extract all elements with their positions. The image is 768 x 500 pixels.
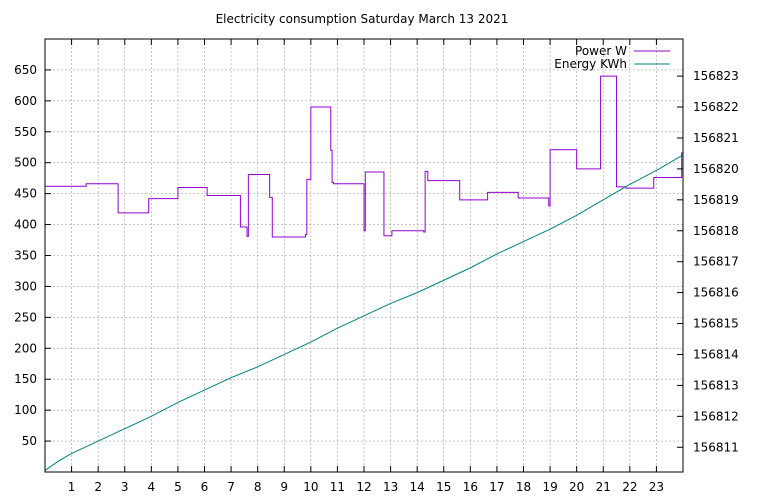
x-tick-label: 16: [463, 480, 478, 494]
x-tick-label: 18: [516, 480, 531, 494]
y2-tick-label: 156817: [693, 255, 739, 269]
y2-tick-label: 156822: [693, 100, 739, 114]
x-tick-label: 19: [542, 480, 557, 494]
y-tick-label: 600: [14, 94, 37, 108]
y-tick-label: 350: [14, 249, 37, 263]
x-tick-label: 12: [356, 480, 371, 494]
x-tick-label: 15: [436, 480, 451, 494]
x-tick-label: 8: [254, 480, 262, 494]
y2-tick-label: 156823: [693, 69, 739, 83]
x-tick-label: 5: [174, 480, 182, 494]
x-tick-label: 4: [148, 480, 156, 494]
y2-tick-label: 156819: [693, 193, 739, 207]
y2-tick-label: 156814: [693, 347, 739, 361]
y-tick-label: 500: [14, 156, 37, 170]
y2-tick-label: 156811: [693, 440, 739, 454]
y2-tick-label: 156815: [693, 317, 739, 331]
x-tick-label: 1: [68, 480, 76, 494]
x-tick-label: 10: [303, 480, 318, 494]
series-layer: [44, 75, 684, 471]
x-tick-label: 23: [649, 480, 664, 494]
x-tick-label: 9: [280, 480, 288, 494]
x-tick-label: 3: [121, 480, 129, 494]
legend-label-power: Power W: [575, 44, 627, 58]
power-series-line: [45, 75, 683, 238]
y2-tick-label: 156813: [693, 378, 739, 392]
x-tick-label: 14: [410, 480, 425, 494]
y-tick-label: 200: [14, 341, 37, 355]
y-tick-label: 400: [14, 218, 37, 232]
energy-series-line: [44, 154, 684, 471]
x-tick-label: 6: [201, 480, 209, 494]
y-tick-label: 650: [14, 63, 37, 77]
y-tick-label: 100: [14, 403, 37, 417]
chart-title: Electricity consumption Saturday March 1…: [216, 12, 509, 26]
y2-tick-label: 156821: [693, 131, 739, 145]
x-tick-label: 7: [227, 480, 235, 494]
x-tick-label: 22: [622, 480, 637, 494]
x-tick-label: 21: [596, 480, 611, 494]
y-tick-label: 50: [22, 434, 37, 448]
y2-tick-label: 156816: [693, 286, 739, 300]
x-tick-label: 11: [330, 480, 345, 494]
legend: Power W Energy KWh: [554, 44, 670, 71]
x-tick-label: 2: [94, 480, 102, 494]
x-tick-label: 13: [383, 480, 398, 494]
y2-tick-label: 156812: [693, 409, 739, 423]
y-tick-label: 150: [14, 372, 37, 386]
x-tick-label: 20: [569, 480, 584, 494]
grid-layer: [45, 39, 683, 472]
y2-tick-label: 156818: [693, 224, 739, 238]
y2-tick-label: 156820: [693, 162, 739, 176]
y-tick-label: 550: [14, 125, 37, 139]
y-tick-label: 300: [14, 279, 37, 293]
legend-label-energy: Energy KWh: [554, 57, 627, 71]
x-tick-label: 17: [489, 480, 504, 494]
tick-layer: 1 2 3 4 5 6 7 8 9 10 11 12 13 14 15 16 17 18 19 20 21 22 23501…: [14, 39, 739, 494]
y-tick-label: 250: [14, 310, 37, 324]
y-tick-label: 450: [14, 187, 37, 201]
